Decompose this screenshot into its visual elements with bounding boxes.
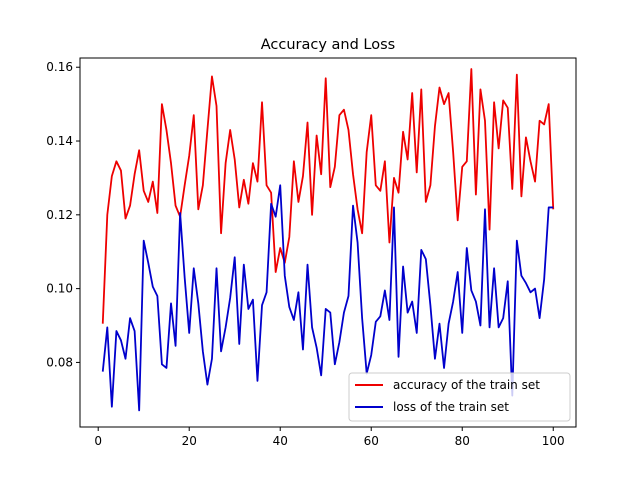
x-axis: 0 20 40 60 80 100 [94, 427, 565, 448]
legend-label-loss: loss of the train set [393, 400, 509, 414]
y-tick-label: 0.10 [46, 282, 73, 296]
series-layer [101, 68, 555, 412]
legend: accuracy of the train set loss of the tr… [348, 372, 571, 422]
x-tick-label: 0 [94, 434, 102, 448]
plot-frame [79, 57, 577, 428]
accuracy-series-line [101, 68, 555, 324]
y-axis: 0.08 0.10 0.12 0.14 0.16 [46, 60, 80, 369]
chart-title: Accuracy and Loss [261, 37, 396, 53]
x-tick-label: 60 [364, 434, 379, 448]
y-tick-label: 0.08 [46, 355, 73, 369]
y-tick-label: 0.16 [46, 60, 73, 74]
x-tick-label: 100 [542, 434, 565, 448]
loss-series-line [101, 184, 554, 412]
y-tick-label: 0.12 [46, 208, 73, 222]
x-tick-label: 40 [273, 434, 288, 448]
y-tick-label: 0.14 [46, 134, 73, 148]
legend-box [348, 372, 571, 422]
x-tick-label: 20 [182, 434, 197, 448]
x-tick-label: 80 [455, 434, 470, 448]
legend-label-accuracy: accuracy of the train set [393, 378, 540, 392]
